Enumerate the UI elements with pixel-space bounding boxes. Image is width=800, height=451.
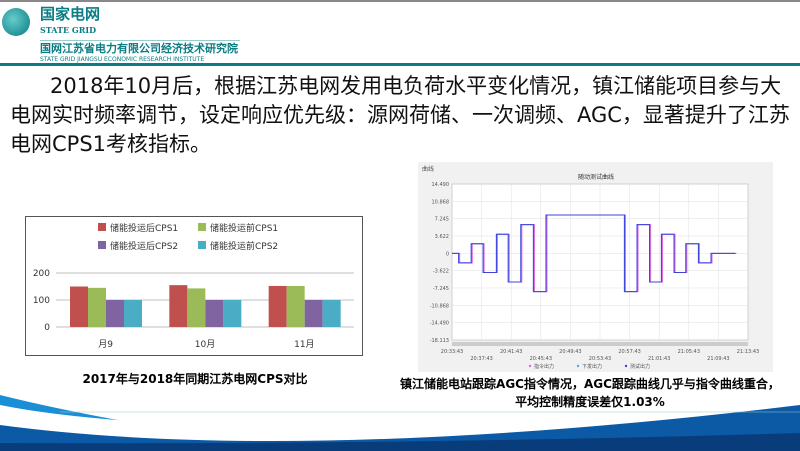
legend-marker (576, 364, 580, 368)
legend-swatch (198, 223, 206, 231)
state-grid-logo (2, 8, 30, 36)
x-tick-label: 20:37:43 (470, 356, 492, 362)
bar (223, 300, 242, 327)
x-tick-label: 20:33:43 (441, 349, 463, 355)
y-tick-label: 0 (446, 251, 449, 257)
x-tick-label: 21:01:43 (648, 356, 670, 362)
legend-label: 储能投运后CPS2 (110, 240, 178, 252)
cps-bar-chart: 储能投运后CPS1 储能投运前CPS1 储能投运后CPS2 储能投运前CPS2 0 100… (25, 216, 363, 356)
corner-label: 曲线 (422, 165, 434, 173)
x-tick-label: 月9 (98, 339, 113, 350)
agc-line-chart: 曲线随动测试曲线 14.490 10.868 7.245 3.622 0 -3.622 -7.… (418, 162, 773, 372)
bar (106, 300, 124, 327)
legend-swatch (98, 223, 106, 231)
y-tick-label: -3.622 (433, 269, 449, 275)
bar (304, 300, 323, 327)
legend-label: 测试出力 (630, 363, 650, 370)
body-text: 2018年10月后，根据江苏电网发用电负荷水平变化情况，镇江储能项目参与大电网实… (10, 74, 790, 156)
x-tick-label: 20:41:43 (500, 349, 522, 355)
divider (40, 40, 240, 41)
x-tick-label: 11月 (294, 339, 314, 350)
org-name-en: STATE GRID (40, 25, 97, 35)
bar (286, 285, 305, 327)
y-tick-label: -7.245 (433, 286, 449, 292)
scrollbar (452, 342, 748, 346)
header-rule (0, 63, 800, 66)
legend-label: 储能投运后CPS1 (110, 222, 178, 234)
chart-title: 随动测试曲线 (578, 173, 614, 181)
institute-name-en: STATE GRID JIANGSU ECONOMIC RESEARCH INS… (40, 56, 205, 63)
y-tick-label: 7.245 (435, 217, 449, 223)
header: 国家电网 STATE GRID 国网江苏省电力有限公司经济技术研究院 STATE… (0, 0, 800, 66)
y-tick-label: 14.490 (432, 182, 450, 188)
x-tick-label: 20:57:43 (618, 349, 640, 355)
institute-name-cn: 国网江苏省电力有限公司经济技术研究院 (40, 42, 238, 55)
x-tick-label: 20:49:43 (559, 349, 581, 355)
bar-chart-caption: 2017年与2018年同期江苏电网CPS对比 (82, 372, 308, 386)
x-tick-label: 10月 (195, 339, 215, 350)
y-tick-label: 10.868 (432, 199, 450, 205)
bar (205, 300, 224, 327)
bar (322, 300, 341, 327)
bar (187, 288, 206, 327)
bar (268, 285, 287, 327)
x-tick-label: 20:53:43 (589, 356, 611, 362)
legend-label: 储能投运前CPS1 (210, 222, 278, 234)
y-tick-label: -14.490 (430, 321, 449, 327)
legend-swatch (198, 241, 206, 249)
legend-label: 下发出力 (582, 363, 602, 370)
x-tick-label: 21:09:43 (707, 356, 729, 362)
y-tick-label: -10.868 (430, 303, 449, 309)
y-tick-label: 100 (33, 296, 50, 306)
legend-marker (624, 364, 628, 368)
x-tick-label: 20:45:43 (530, 356, 552, 362)
x-tick-label: 21:05:43 (678, 349, 700, 355)
legend-label: 储能投运前CPS2 (210, 240, 278, 252)
org-name-cn: 国家电网 (40, 5, 101, 23)
legend-swatch (98, 241, 106, 249)
y-tick-label: 200 (33, 269, 50, 279)
legend-marker (528, 364, 532, 368)
bar (88, 287, 106, 327)
series-line (452, 214, 736, 293)
y-tick-label: 0 (44, 323, 50, 333)
bar (70, 286, 88, 327)
x-tick-label: 21:13:43 (737, 349, 759, 355)
legend-label: 指令出力 (534, 363, 554, 370)
bar (124, 300, 142, 327)
y-tick-label: -18.113 (430, 338, 449, 344)
line-chart-caption: 镇江储能电站跟踪AGC指令情况，AGC跟踪曲线几乎与指令曲线重合，平均控制精度误… (400, 377, 780, 409)
bar (169, 285, 188, 327)
footer-wave (0, 395, 800, 451)
y-tick-label: 3.622 (435, 234, 449, 240)
